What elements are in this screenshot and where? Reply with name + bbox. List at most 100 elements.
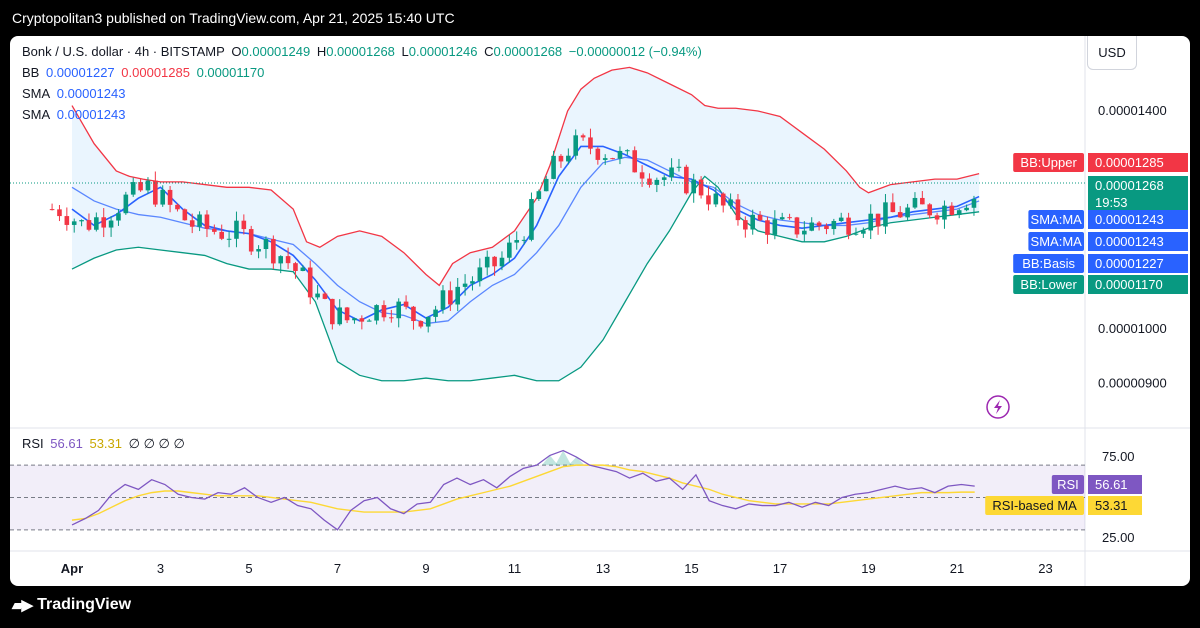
candle[interactable] [248, 225, 254, 256]
candle[interactable] [713, 186, 719, 208]
candle[interactable] [182, 208, 188, 221]
candle[interactable] [809, 217, 815, 232]
chart-svg[interactable]: 0.00001400 0.00001000 0.00000900 75.00 25.0… [10, 36, 1190, 586]
candle[interactable] [551, 150, 556, 180]
candle[interactable] [411, 305, 416, 330]
candle[interactable] [691, 173, 697, 203]
candle[interactable] [307, 260, 313, 305]
candle[interactable] [79, 219, 84, 227]
candle[interactable] [381, 300, 387, 322]
candle[interactable] [425, 316, 431, 333]
candle[interactable] [846, 212, 851, 240]
bb-legend[interactable]: BB 0.00001227 0.00001285 0.00001170 [22, 65, 267, 80]
candle[interactable] [403, 295, 409, 310]
candle[interactable] [794, 216, 800, 238]
candle[interactable] [256, 245, 261, 259]
candle[interactable] [167, 185, 173, 213]
candle[interactable] [610, 157, 615, 160]
chart-panel[interactable]: 0.00001400 0.00001000 0.00000900 75.00 25.0… [10, 36, 1190, 586]
candle[interactable] [153, 171, 158, 207]
candle[interactable] [477, 258, 483, 287]
candle[interactable] [728, 193, 733, 209]
price-tag[interactable]: SMA:MA 0.00001243 [1028, 210, 1188, 229]
candle[interactable] [160, 185, 166, 207]
candle[interactable] [580, 133, 586, 141]
tradingview-brand[interactable]: ▰▶ TradingView [12, 596, 131, 614]
price-tag[interactable]: SMA:MA 0.00001243 [1028, 232, 1188, 251]
sma2-legend[interactable]: SMA 0.00001243 [22, 107, 128, 122]
candle[interactable] [396, 298, 402, 328]
candle[interactable] [94, 212, 99, 232]
candle[interactable] [787, 213, 792, 220]
candle[interactable] [588, 128, 593, 155]
candle[interactable] [661, 175, 667, 187]
candle[interactable] [927, 203, 933, 219]
candle[interactable] [566, 148, 571, 165]
candle[interactable] [285, 247, 291, 269]
candle[interactable] [330, 298, 335, 330]
candle[interactable] [352, 317, 357, 324]
candle[interactable] [905, 203, 910, 221]
candle[interactable] [875, 213, 881, 235]
candle[interactable] [130, 177, 136, 197]
candle[interactable] [499, 251, 505, 271]
candle[interactable] [145, 177, 151, 194]
candle[interactable] [684, 164, 689, 195]
candle[interactable] [293, 261, 298, 279]
candle[interactable] [344, 306, 350, 324]
candle[interactable] [116, 209, 121, 226]
rsi-tag[interactable]: RSI 56.61 [1051, 475, 1142, 494]
candle[interactable] [64, 207, 70, 231]
candle[interactable] [838, 212, 844, 222]
candle[interactable] [189, 213, 195, 234]
candle[interactable] [779, 212, 785, 221]
rsi-tag[interactable]: RSI-based MA 53.31 [985, 496, 1142, 515]
candle[interactable] [934, 212, 940, 225]
candle[interactable] [750, 209, 756, 235]
candle[interactable] [448, 281, 453, 311]
currency-button[interactable]: USD [1087, 36, 1137, 70]
candle[interactable] [57, 205, 62, 222]
candle[interactable] [138, 178, 143, 192]
candle[interactable] [654, 177, 660, 193]
candle[interactable] [108, 216, 114, 237]
candle[interactable] [101, 208, 107, 238]
candle[interactable] [389, 309, 394, 323]
candle[interactable] [455, 277, 461, 312]
candle[interactable] [366, 318, 372, 322]
candle[interactable] [964, 204, 969, 212]
candle[interactable] [418, 320, 424, 329]
candle[interactable] [743, 216, 748, 238]
price-tag[interactable]: BB:Basis 0.00001227 [1013, 254, 1188, 273]
candle[interactable] [359, 315, 365, 330]
symbol-label[interactable]: Bonk / U.S. dollar · 4h · BITSTAMP [22, 44, 225, 59]
candle[interactable] [271, 235, 276, 270]
candle[interactable] [543, 175, 549, 192]
candle[interactable] [536, 189, 542, 201]
candle[interactable] [897, 206, 903, 218]
candle[interactable] [632, 146, 638, 173]
candle[interactable] [647, 173, 652, 188]
candle[interactable] [374, 304, 379, 325]
candle[interactable] [706, 186, 711, 211]
candle[interactable] [197, 211, 202, 232]
candle[interactable] [492, 256, 497, 276]
candle[interactable] [698, 176, 704, 199]
candle[interactable] [639, 165, 645, 187]
candle[interactable] [735, 193, 741, 226]
candle[interactable] [521, 236, 527, 245]
candle[interactable] [765, 216, 770, 244]
candle[interactable] [241, 214, 247, 235]
candle[interactable] [669, 158, 674, 182]
candle[interactable] [337, 299, 343, 326]
candle[interactable] [573, 129, 579, 160]
candle[interactable] [676, 158, 682, 172]
candle[interactable] [861, 227, 866, 238]
candle[interactable] [278, 255, 284, 274]
candle[interactable] [824, 223, 829, 235]
candle[interactable] [71, 218, 77, 233]
candle[interactable] [971, 195, 977, 216]
candle[interactable] [558, 154, 564, 168]
candle[interactable] [890, 193, 896, 213]
candle[interactable] [868, 204, 874, 240]
